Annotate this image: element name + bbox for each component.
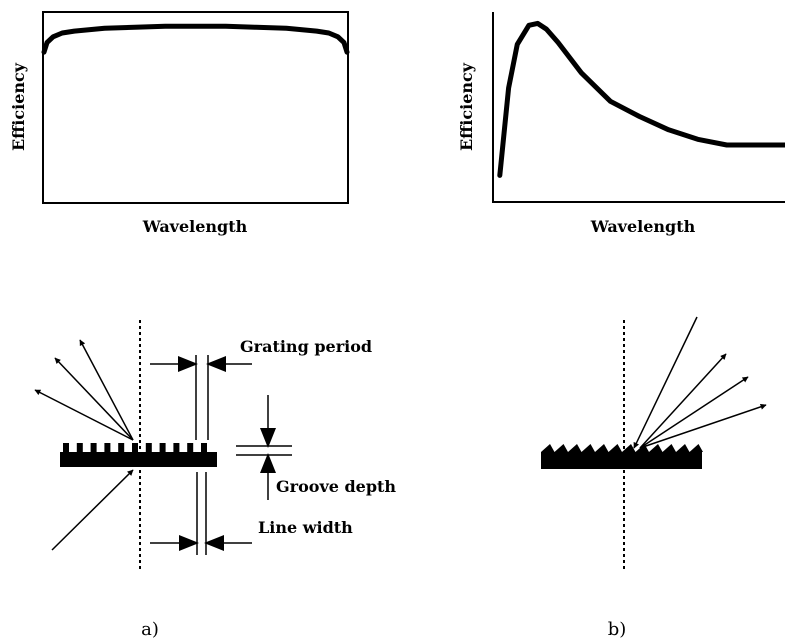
chart-blazed-efficiency: Efficiency Wavelength <box>457 12 785 236</box>
chart2-ylabel: Efficiency <box>457 62 476 151</box>
groove-depth-label: Groove depth <box>276 477 396 496</box>
diagram-a-rectangular-grating: Grating period Groove depth Line width a… <box>34 320 396 640</box>
chart1-xlabel: Wavelength <box>142 217 248 236</box>
diagram-b-diffracted-ray <box>639 403 767 449</box>
diagram-a-grating-teeth <box>63 443 207 452</box>
diagram-b-grating-sawtooth <box>541 444 703 469</box>
chart1-frame <box>42 11 349 204</box>
groove-depth-dimension: Groove depth <box>236 395 396 500</box>
diagram-a-caption: a) <box>141 619 159 640</box>
diagram-a-diffracted-ray <box>54 357 134 441</box>
chart2-xlabel: Wavelength <box>590 217 696 236</box>
diagram-b-blazed-grating: b) <box>541 316 767 640</box>
diagram-b-incident-ray <box>633 316 698 449</box>
chart2-axes <box>492 12 785 203</box>
diagram-b-diffracted-ray <box>639 376 749 449</box>
diagram-a-diffracted-ray <box>34 389 134 441</box>
diagram-b-caption: b) <box>608 619 627 640</box>
line-width-dimension: Line width <box>150 472 353 555</box>
grating-period-label: Grating period <box>240 337 372 356</box>
chart1-series-line <box>41 23 350 55</box>
line-width-label: Line width <box>258 518 353 537</box>
chart-flat-efficiency: Efficiency Wavelength <box>9 11 350 236</box>
diagram-a-diffracted-ray <box>79 339 134 441</box>
diagram-b-diffracted-ray <box>639 353 727 449</box>
chart1-ylabel: Efficiency <box>9 62 28 151</box>
diagram-a-incident-ray <box>51 469 134 551</box>
grating-period-dimension: Grating period <box>150 337 372 440</box>
chart2-series-line <box>497 20 785 178</box>
diagram-a-grating-body <box>60 452 217 467</box>
